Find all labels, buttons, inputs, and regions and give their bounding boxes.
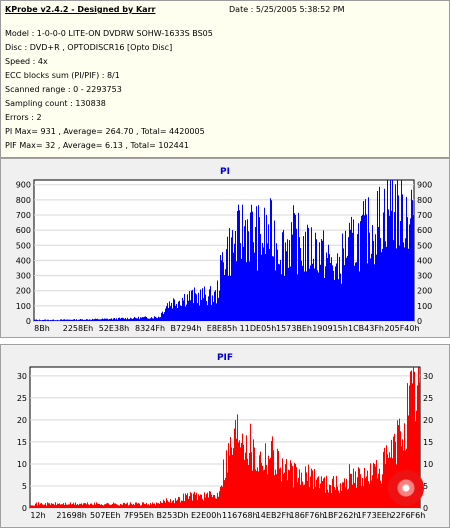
model-line: Model : 1-0-0-0 LITE-ON DVDRW SOHW-1633S… [5, 29, 213, 38]
pif-y-tick-right: 20 [423, 416, 433, 425]
pi-chart: 0 0 100 100 200 200 300 300 400 400 500 500 600 600 70… [16, 179, 432, 333]
disc-line: Disc : DVD+R , OPTODISCR16 [Opto Disc] [5, 43, 173, 52]
pif-stats-line: PIF Max= 32 , Average= 6.13 , Total= 102… [5, 141, 189, 150]
pif-y-tick-left: 0 [22, 504, 27, 513]
pif-x-tick-label: 21698h [56, 511, 87, 520]
sampling-line: Sampling count : 130838 [5, 99, 106, 108]
errors-line: Errors : 2 [5, 113, 42, 122]
pif-x-tick-label: 507EEh [90, 511, 120, 520]
pif-y-tick-left: 10 [17, 460, 27, 469]
pif-y-tick-right: 10 [423, 460, 433, 469]
pi-y-tick-right: 800 [417, 196, 432, 205]
pi-x-tick-label: 11DE05h [240, 324, 277, 333]
pi-y-tick-right: 100 [417, 302, 432, 311]
pi-y-tick-right: 200 [417, 287, 432, 296]
pif-series [30, 367, 420, 508]
range-line: Scanned range : 0 - 2293753 [5, 85, 122, 94]
disc-icon [388, 470, 424, 506]
pif-y-tick-left: 30 [17, 372, 27, 381]
pif-x-tick-label: 1F73EEh [357, 511, 392, 520]
app-title: KProbe v2.4.2 - Designed by Karr [5, 5, 156, 14]
pi-x-tick-label: 190915h [312, 324, 348, 333]
pi-y-tick-left: 600 [16, 226, 31, 235]
pif-x-tick-label: 12h [30, 511, 45, 520]
pif-y-tick-right: 15 [423, 438, 433, 447]
pif-x-tick-label: 14EB2Fh [256, 511, 291, 520]
pi-y-tick-right: 0 [417, 317, 422, 326]
pi-y-tick-right: 500 [417, 241, 432, 250]
pif-y-tick-left: 5 [22, 482, 27, 491]
pi-y-tick-left: 400 [16, 256, 31, 265]
pi-x-tick-label: B7294h [171, 324, 202, 333]
pi-x-tick-label: 205F40h [384, 324, 419, 333]
pi-stats-line: PI Max= 931 , Average= 264.70 , Total= 4… [5, 127, 205, 136]
pif-chart: 0 0 5 5 10 10 15 15 20 20 25 25 30 30 12h 21698h 507EEh 7… [17, 366, 433, 520]
pif-y-tick-left: 20 [17, 416, 27, 425]
pi-y-tick-right: 300 [417, 272, 432, 281]
pi-x-tick-label: 8Bh [34, 324, 50, 333]
pif-y-tick-right: 0 [423, 504, 428, 513]
pi-series [34, 180, 414, 321]
pif-x-tick-label: 1BF262h [323, 511, 359, 520]
pi-x-tick-label: E8E85h [207, 324, 237, 333]
pif-y-tick-right: 25 [423, 394, 433, 403]
pif-x-tick-label: 116768h [222, 511, 258, 520]
ecc-line: ECC blocks sum (PI/PIF) : 8/1 [5, 71, 120, 80]
pi-x-tick-label: 2258Eh [63, 324, 93, 333]
pi-y-tick-right: 600 [417, 226, 432, 235]
pi-y-tick-left: 0 [26, 317, 31, 326]
pif-chart-panel: PIF 0 0 5 5 10 10 15 15 20 20 25 25 30 30 12h 21698h 507… [0, 344, 450, 528]
pi-y-tick-right: 700 [417, 211, 432, 220]
pi-y-tick-left: 900 [16, 181, 31, 190]
pif-y-tick-left: 15 [17, 438, 27, 447]
pif-x-tick-label: E2E00h [191, 511, 221, 520]
scan-date: Date : 5/25/2005 5:38:52 PM [229, 5, 345, 14]
pif-y-tick-left: 25 [17, 394, 27, 403]
pi-x-tick-label: 52E38h [99, 324, 129, 333]
pif-y-tick-right: 5 [423, 482, 428, 491]
pi-y-tick-left: 300 [16, 272, 31, 281]
pif-x-tick-label: B253Dh [157, 511, 189, 520]
pif-chart-title: PIF [216, 353, 234, 363]
pi-y-tick-right: 900 [417, 181, 432, 190]
pi-y-tick-left: 100 [16, 302, 31, 311]
pi-y-tick-right: 400 [417, 256, 432, 265]
pif-y-tick-right: 30 [423, 372, 433, 381]
pi-x-tick-label: 1CB43Fh [348, 324, 384, 333]
pif-x-tick-label: 22F6F6h [391, 511, 426, 520]
pi-y-tick-left: 700 [16, 211, 31, 220]
pi-chart-panel: PI 0 0 100 100 200 200 300 300 400 400 500 500 600 60… [0, 158, 450, 338]
pi-y-tick-left: 200 [16, 287, 31, 296]
pi-y-tick-left: 500 [16, 241, 31, 250]
speed-line: Speed : 4x [5, 57, 48, 66]
pi-x-tick-label: 8324Fh [135, 324, 165, 333]
pif-x-tick-label: 7F95Eh [124, 511, 154, 520]
pif-x-tick-label: 186F76h [290, 511, 325, 520]
scan-info-panel: KProbe v2.4.2 - Designed by Karr Date : … [0, 0, 450, 158]
pi-y-tick-left: 800 [16, 196, 31, 205]
pi-chart-title: PI [220, 167, 230, 177]
pi-x-tick-label: 1573BEh [276, 324, 312, 333]
